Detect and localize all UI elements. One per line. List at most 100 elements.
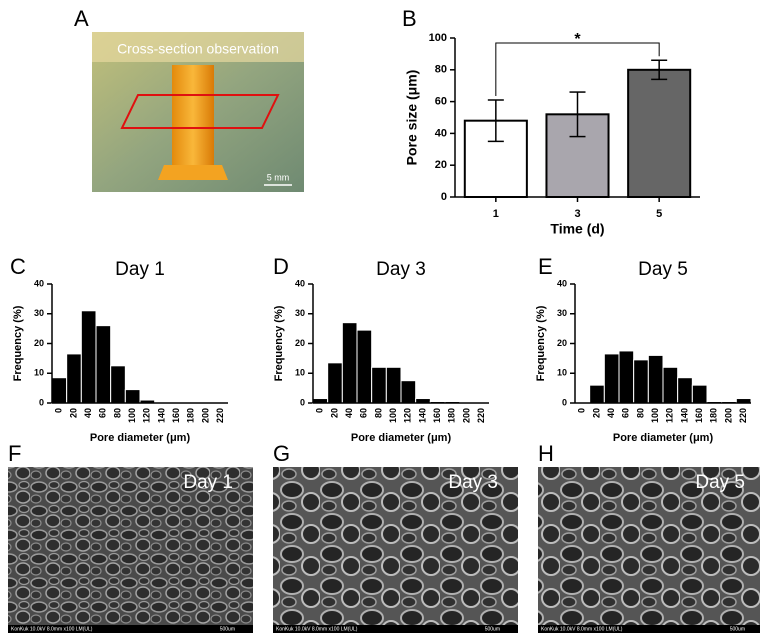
x-tick-label: 140 bbox=[679, 408, 689, 423]
y-axis-label: Frequency (%) bbox=[535, 305, 547, 381]
panel-letter: B bbox=[402, 6, 417, 31]
bar bbox=[627, 68, 692, 198]
x-axis-label: Pore diameter (μm) bbox=[90, 432, 191, 444]
bar bbox=[633, 359, 649, 404]
y-axis-label: Frequency (%) bbox=[273, 305, 285, 381]
sem-scale: 500um bbox=[220, 626, 235, 632]
y-tick-label: 100 bbox=[429, 32, 447, 44]
x-tick-label: 120 bbox=[142, 408, 152, 423]
sem-image bbox=[273, 467, 518, 633]
sem-label: Day 3 bbox=[448, 472, 498, 493]
x-tick-label: 40 bbox=[344, 408, 354, 418]
y-tick-label: 80 bbox=[435, 64, 447, 76]
x-tick-label: 0 bbox=[315, 408, 325, 413]
x-tick-label: 100 bbox=[388, 408, 398, 423]
x-tick-label: 60 bbox=[621, 408, 631, 418]
x-tick-label: 220 bbox=[738, 408, 748, 423]
bar bbox=[618, 350, 635, 404]
y-tick-label: 30 bbox=[34, 308, 44, 318]
chart-title: Day 5 bbox=[638, 259, 688, 280]
x-tick-label: 120 bbox=[665, 408, 675, 423]
bar bbox=[124, 389, 141, 404]
y-tick-label: 40 bbox=[295, 278, 305, 288]
sem-label: Day 5 bbox=[695, 472, 745, 493]
x-tick-label: 80 bbox=[112, 408, 122, 418]
x-tick-label: 200 bbox=[723, 408, 733, 423]
sem-label: Day 1 bbox=[183, 472, 233, 493]
photo-bg bbox=[92, 32, 304, 62]
bar bbox=[356, 329, 373, 404]
y-tick-label: 10 bbox=[295, 368, 305, 378]
x-tick-label: 60 bbox=[98, 408, 108, 418]
significance-bracket bbox=[495, 42, 660, 97]
chart-title: Day 3 bbox=[376, 259, 426, 280]
scaffold-base bbox=[158, 165, 228, 180]
sem-footer-bar bbox=[8, 625, 253, 633]
x-tick-label: 0 bbox=[577, 408, 587, 413]
sem-footer: KonKuk 10.0kV 8.0mm x100 LM(UL) bbox=[276, 626, 358, 632]
bar bbox=[677, 377, 693, 404]
x-tick-label: 3 bbox=[574, 208, 580, 220]
y-tick-label: 30 bbox=[295, 308, 305, 318]
x-axis-label: Time (d) bbox=[550, 221, 604, 237]
bar bbox=[80, 310, 97, 404]
y-tick-label: 40 bbox=[435, 127, 447, 139]
y-tick-label: 20 bbox=[435, 159, 447, 171]
y-tick-label: 10 bbox=[557, 368, 567, 378]
sem-footer: KonKuk 10.0kV 8.0mm x100 LM(UL) bbox=[11, 626, 93, 632]
bar bbox=[589, 384, 605, 404]
sem-footer-bar bbox=[538, 625, 760, 633]
bar bbox=[662, 366, 679, 404]
bar bbox=[66, 353, 82, 404]
section-plane bbox=[120, 94, 280, 129]
panel-letter: C bbox=[10, 254, 26, 279]
bar bbox=[603, 353, 620, 404]
x-tick-label: 180 bbox=[186, 408, 196, 423]
x-tick-label: 140 bbox=[417, 408, 427, 423]
x-tick-label: 20 bbox=[329, 408, 339, 418]
x-axis-label: Pore diameter (μm) bbox=[351, 432, 452, 444]
x-tick-label: 40 bbox=[83, 408, 93, 418]
x-tick-label: 80 bbox=[373, 408, 383, 418]
photo-caption: Cross-section observation bbox=[117, 41, 279, 57]
scale-label: 5 mm bbox=[267, 172, 290, 182]
x-tick-label: 180 bbox=[709, 408, 719, 423]
significance-label: * bbox=[574, 31, 581, 48]
bar bbox=[51, 377, 68, 404]
sem-footer-bar bbox=[273, 625, 518, 633]
y-tick-label: 40 bbox=[557, 278, 567, 288]
scaffold bbox=[172, 65, 214, 165]
bar bbox=[371, 366, 387, 404]
bar bbox=[385, 366, 402, 404]
bar bbox=[110, 365, 126, 404]
y-tick-label: 40 bbox=[34, 278, 44, 288]
bar bbox=[341, 322, 358, 404]
x-tick-label: 1 bbox=[493, 208, 499, 220]
sem-scale: 500um bbox=[485, 626, 500, 632]
bar bbox=[647, 354, 664, 404]
x-tick-label: 100 bbox=[127, 408, 137, 423]
y-tick-label: 0 bbox=[39, 397, 44, 407]
panel-letter: H bbox=[538, 441, 554, 466]
y-tick-label: 0 bbox=[300, 397, 305, 407]
y-axis-label: Pore size (μm) bbox=[404, 70, 420, 166]
x-tick-label: 120 bbox=[403, 408, 413, 423]
y-tick-label: 20 bbox=[557, 338, 567, 348]
x-tick-label: 20 bbox=[591, 408, 601, 418]
x-tick-label: 200 bbox=[461, 408, 471, 423]
y-tick-label: 20 bbox=[34, 338, 44, 348]
x-tick-label: 180 bbox=[447, 408, 457, 423]
x-tick-label: 20 bbox=[68, 408, 78, 418]
x-tick-label: 40 bbox=[606, 408, 616, 418]
bar bbox=[400, 380, 417, 404]
y-tick-label: 30 bbox=[557, 308, 567, 318]
x-axis-label: Pore diameter (μm) bbox=[613, 432, 714, 444]
x-tick-label: 140 bbox=[156, 408, 166, 423]
sem-scale: 500um bbox=[730, 626, 745, 632]
y-tick-label: 60 bbox=[435, 96, 447, 108]
x-tick-label: 220 bbox=[215, 408, 225, 423]
panel-letter: D bbox=[273, 254, 289, 279]
x-tick-label: 5 bbox=[656, 208, 662, 220]
sem-image bbox=[538, 467, 760, 633]
